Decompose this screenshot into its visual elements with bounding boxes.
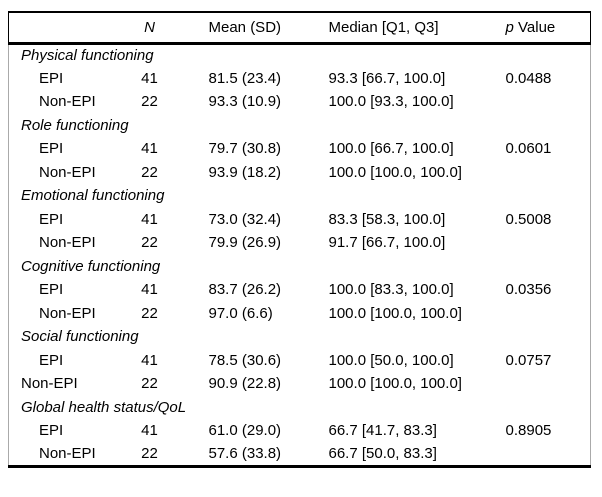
mean-sd-value: 81.5 (23.4) <box>208 69 282 87</box>
table-row: EPI 41 73.0 (32.4) 83.3 [58.3, 100.0] 0.… <box>9 208 591 232</box>
n-value: 41 <box>141 422 158 440</box>
p-value <box>476 372 591 396</box>
group-header-row: Global health status/QoL <box>9 396 591 420</box>
median-value: 100.0 [66.7, 100.0] <box>328 140 454 158</box>
table-row: Non-EPI 22 79.9 (26.9) 91.7 [66.7, 100.0… <box>9 231 591 255</box>
table-row: Non-EPI 22 93.9 (18.2) 100.0 [100.0, 100… <box>9 161 591 185</box>
n-value: 41 <box>141 351 158 369</box>
p-value <box>476 443 591 467</box>
mean-sd-value: 93.9 (18.2) <box>208 163 282 181</box>
median-value: 91.7 [66.7, 100.0] <box>328 234 446 252</box>
row-label: Non-EPI <box>39 163 96 181</box>
row-label: EPI <box>39 422 64 440</box>
p-value <box>476 231 591 255</box>
table-row: Non-EPI 22 93.3 (10.9) 100.0 [93.3, 100.… <box>9 90 591 114</box>
header-mean-sd: Mean (SD) <box>178 12 299 45</box>
header-median: Median [Q1, Q3] <box>298 12 476 45</box>
p-value: 0.5008 <box>505 210 552 228</box>
n-value: 22 <box>141 304 158 322</box>
p-value <box>476 302 591 326</box>
mean-sd-value: 79.7 (30.8) <box>208 140 282 158</box>
median-value: 100.0 [93.3, 100.0] <box>328 93 454 111</box>
group-label: Emotional functioning <box>21 187 165 205</box>
row-label: Non-EPI <box>39 304 96 322</box>
group-header-row: Social functioning <box>9 325 591 349</box>
mean-sd-value: 90.9 (22.8) <box>208 375 282 393</box>
p-value <box>476 161 591 185</box>
table-row: EPI 41 79.7 (30.8) 100.0 [66.7, 100.0] 0… <box>9 137 591 161</box>
row-label: EPI <box>39 210 64 228</box>
group-label: Physical functioning <box>21 47 154 64</box>
median-value: 100.0 [83.3, 100.0] <box>328 281 454 299</box>
group-header-row: Cognitive functioning <box>9 255 591 279</box>
median-value: 83.3 [58.3, 100.0] <box>328 210 446 228</box>
n-value: 22 <box>141 93 158 111</box>
n-value: 22 <box>141 163 158 181</box>
median-value: 100.0 [50.0, 100.0] <box>328 351 454 369</box>
n-value: 41 <box>141 210 158 228</box>
p-value <box>476 90 591 114</box>
mean-sd-value: 73.0 (32.4) <box>208 210 282 228</box>
group-label: Role functioning <box>21 116 129 134</box>
group-label: Cognitive functioning <box>21 257 161 275</box>
table-body: Physical functioning EPI 41 81.5 (23.4) … <box>9 43 591 466</box>
row-label: Non-EPI <box>39 93 96 111</box>
p-value: 0.0356 <box>505 281 552 299</box>
median-value: 100.0 [100.0, 100.0] <box>328 375 462 393</box>
n-value: 22 <box>141 375 158 393</box>
header-label <box>8 12 121 45</box>
row-label: Non-EPI <box>39 445 96 462</box>
row-label: EPI <box>39 69 64 87</box>
row-label: Non-EPI <box>21 375 78 393</box>
group-label: Global health status/QoL <box>21 398 187 416</box>
p-value: 0.0601 <box>505 140 552 158</box>
n-value: 41 <box>141 69 158 87</box>
median-value: 66.7 [50.0, 83.3] <box>328 445 437 462</box>
mean-sd-value: 78.5 (30.6) <box>208 351 282 369</box>
table-row: EPI 41 61.0 (29.0) 66.7 [41.7, 83.3] 0.8… <box>9 419 591 443</box>
table-row: Non-EPI 22 57.6 (33.8) 66.7 [50.0, 83.3] <box>9 443 591 467</box>
row-label: EPI <box>39 140 64 158</box>
row-label: EPI <box>39 281 64 299</box>
n-value: 22 <box>141 445 158 462</box>
mean-sd-value: 79.9 (26.9) <box>208 234 282 252</box>
row-label: Non-EPI <box>39 234 96 252</box>
group-header-row: Physical functioning <box>9 43 591 67</box>
header-p-italic: p <box>505 18 514 36</box>
table-header: N Mean (SD) Median [Q1, Q3] p Value <box>8 12 591 45</box>
header-p-value: p Value <box>475 12 591 45</box>
group-header-row: Emotional functioning <box>9 184 591 208</box>
p-value: 0.0757 <box>505 351 552 369</box>
header-row: N Mean (SD) Median [Q1, Q3] p Value <box>8 12 591 45</box>
mean-sd-value: 61.0 (29.0) <box>208 422 282 440</box>
mean-sd-value: 93.3 (10.9) <box>208 93 282 111</box>
p-value: 0.8905 <box>505 422 552 440</box>
n-value: 22 <box>141 234 158 252</box>
median-value: 100.0 [100.0, 100.0] <box>328 163 462 181</box>
p-value: 0.0488 <box>505 69 552 87</box>
table-row: Non-EPI 22 90.9 (22.8) 100.0 [100.0, 100… <box>9 372 591 396</box>
table-row: EPI 41 78.5 (30.6) 100.0 [50.0, 100.0] 0… <box>9 349 591 373</box>
median-value: 93.3 [66.7, 100.0] <box>328 69 446 87</box>
median-value: 66.7 [41.7, 83.3] <box>328 422 437 440</box>
n-value: 41 <box>141 281 158 299</box>
row-label: EPI <box>39 351 64 369</box>
mean-sd-value: 83.7 (26.2) <box>208 281 282 299</box>
group-header-row: Role functioning <box>9 114 591 138</box>
table-row: Non-EPI 22 97.0 (6.6) 100.0 [100.0, 100.… <box>9 302 591 326</box>
mean-sd-value: 57.6 (33.8) <box>208 445 282 462</box>
group-label: Social functioning <box>21 328 139 346</box>
mean-sd-value: 97.0 (6.6) <box>208 304 273 322</box>
table-row: EPI 41 83.7 (26.2) 100.0 [83.3, 100.0] 0… <box>9 278 591 302</box>
n-value: 41 <box>141 140 158 158</box>
table-row: EPI 41 81.5 (23.4) 93.3 [66.7, 100.0] 0.… <box>9 67 591 91</box>
qol-statistics-table: N Mean (SD) Median [Q1, Q3] p Value Phys… <box>8 11 591 468</box>
median-value: 100.0 [100.0, 100.0] <box>328 304 462 322</box>
header-p-rest: Value <box>513 18 556 36</box>
header-n: N <box>120 12 179 45</box>
